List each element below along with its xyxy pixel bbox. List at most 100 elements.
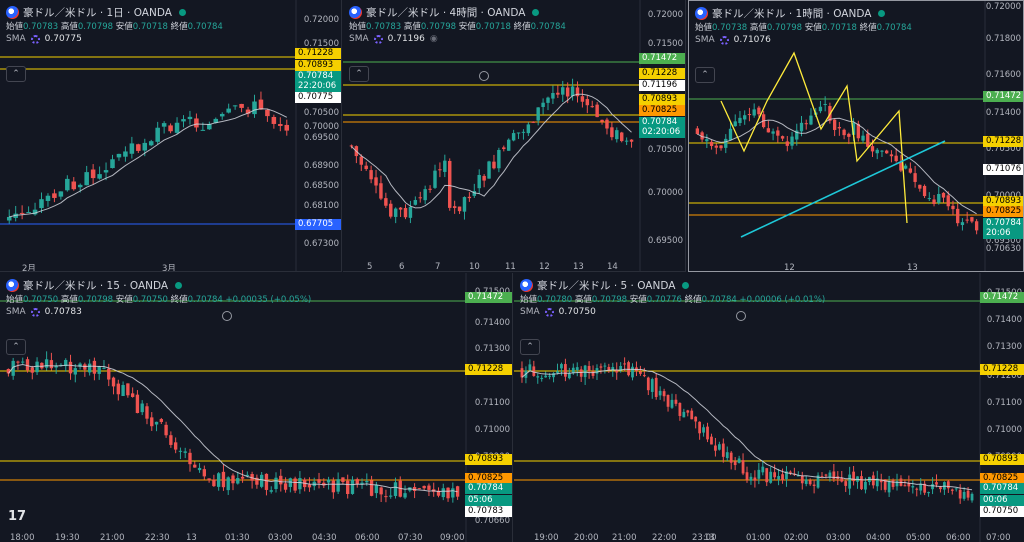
price-chart-canvas[interactable] [514,273,1024,542]
price-level-tag: 0.70825 [639,105,685,116]
candle-body [927,492,930,494]
candle-body [174,122,180,133]
candle-body [389,495,393,497]
chart-panel-4h[interactable]: 豪ドル／米ドル · 4時間 · OANDA 始値0.70783 高値0.7079… [343,0,686,272]
candle-body [148,141,154,146]
sma-legend[interactable]: SMA 0.70783 [6,307,82,317]
candle-body [284,124,290,131]
price-chart-canvas[interactable] [0,273,513,542]
settings-gear-icon[interactable] [30,307,40,317]
candle-body [97,174,102,179]
candle-body [567,373,571,379]
price-level-tag: 0.71472 [980,292,1024,303]
candle-body [226,477,230,491]
aud-usd-flag-icon [6,6,19,19]
price-axis-label: 0.72000 [303,15,339,25]
settings-gear-icon[interactable] [30,34,40,44]
symbol-title: 豪ドル／米ドル · 1時間 · OANDA [712,8,872,20]
candle-body [885,150,889,154]
candle-body [418,197,422,199]
candle-body [600,119,604,122]
price-level-tag: 00:06 [980,495,1024,506]
sma-legend[interactable]: SMA 0.70775 [6,34,82,44]
time-axis-label: 20:00 [574,533,599,542]
candle-body [169,435,173,445]
chart-panel-15m[interactable]: 豪ドル／米ドル · 15 · OANDA 始値0.70750 高値0.70798… [0,273,513,542]
collapse-legend-button[interactable]: ⌃ [349,66,369,82]
candle-body [44,359,49,368]
candle-body [552,373,555,378]
collapse-legend-button[interactable]: ⌃ [6,339,26,355]
visibility-eye-icon[interactable]: ◉ [429,34,438,44]
candle-body [776,130,780,136]
sma-legend[interactable]: SMA 0.71076 [695,35,771,45]
candle-body [741,460,745,474]
settings-gear-icon[interactable] [373,34,383,44]
candle-body [690,410,694,420]
chart-header[interactable]: 豪ドル／米ドル · 4時間 · OANDA [349,5,540,20]
candle-body [326,479,331,483]
chart-header[interactable]: 豪ドル／米ドル · 1日 · OANDA [6,5,186,20]
candle-body [799,122,804,132]
price-axis-label: 0.70000 [647,188,683,198]
chart-header[interactable]: 豪ドル／米ドル · 15 · OANDA [6,278,183,293]
candle-body [350,479,355,494]
price-axis-label: 0.71500 [647,39,683,49]
price-axis-label: 0.72000 [985,2,1021,12]
candle-body [49,360,54,369]
settings-gear-icon[interactable] [544,307,554,317]
candle-body [150,417,154,427]
candle-body [433,170,437,188]
chart-panel-1h[interactable]: 豪ドル／米ドル · 1時間 · OANDA 始値0.70738 高値0.7079… [688,0,1024,272]
alarm-clock-icon[interactable] [479,71,489,81]
candle-body [477,174,481,189]
price-level-tag: 0.70784 [983,218,1023,229]
candle-body [516,132,521,134]
settings-gear-icon[interactable] [719,35,729,45]
chart-header[interactable]: 豪ドル／米ドル · 5 · OANDA [520,278,690,293]
candle-body [561,87,565,95]
candle-body [769,471,773,483]
candle-body [615,369,619,373]
candle-body [951,205,955,210]
candle-body [919,483,923,491]
sma-legend[interactable]: SMA 0.71196 ◉ [349,34,438,44]
time-axis-label: 7 [435,262,441,272]
collapse-legend-button[interactable]: ⌃ [6,66,26,82]
candle-body [974,221,979,231]
candle-body [611,367,615,370]
sma-legend[interactable]: SMA 0.70750 [520,307,596,317]
candle-body [842,129,846,136]
collapse-legend-button[interactable]: ⌃ [695,67,715,83]
alarm-clock-icon[interactable] [222,311,232,321]
candle-body [135,394,140,414]
collapse-legend-button[interactable]: ⌃ [520,339,540,355]
price-chart-canvas[interactable] [343,0,686,272]
price-chart-canvas[interactable] [0,0,342,272]
symbol-title: 豪ドル／米ドル · 5 · OANDA [537,280,676,292]
candle-body [911,486,915,488]
aud-usd-flag-icon [520,279,533,292]
candle-body [880,150,884,152]
candle-body [654,377,658,397]
chart-panel-5m[interactable]: 豪ドル／米ドル · 5 · OANDA 始値0.70780 高値0.70798 … [514,273,1024,542]
candle-body [255,477,259,485]
chart-panel-daily[interactable]: 豪ドル／米ドル · 1日 · OANDA 始値0.70783 高値0.70798… [0,0,342,272]
price-chart-canvas[interactable] [689,1,1024,272]
alarm-clock-icon[interactable] [736,311,746,321]
price-level-tag: 0.71196 [639,80,685,91]
candle-body [809,115,813,125]
price-level-tag: 0.71228 [983,136,1023,147]
candle-body [631,366,634,378]
candle-body [417,488,422,490]
chart-header[interactable]: 豪ドル／米ドル · 1時間 · OANDA [695,6,886,21]
symbol-title: 豪ドル／米ドル · 1日 · OANDA [23,7,172,19]
market-open-dot-icon [532,9,540,16]
price-axis-label: 0.69500 [303,133,339,143]
candle-body [283,483,288,490]
candle-body [698,421,702,434]
candle-body [895,481,899,487]
price-axis-label: 0.71500 [303,39,339,49]
candle-body [142,142,148,151]
candle-body [591,371,595,376]
